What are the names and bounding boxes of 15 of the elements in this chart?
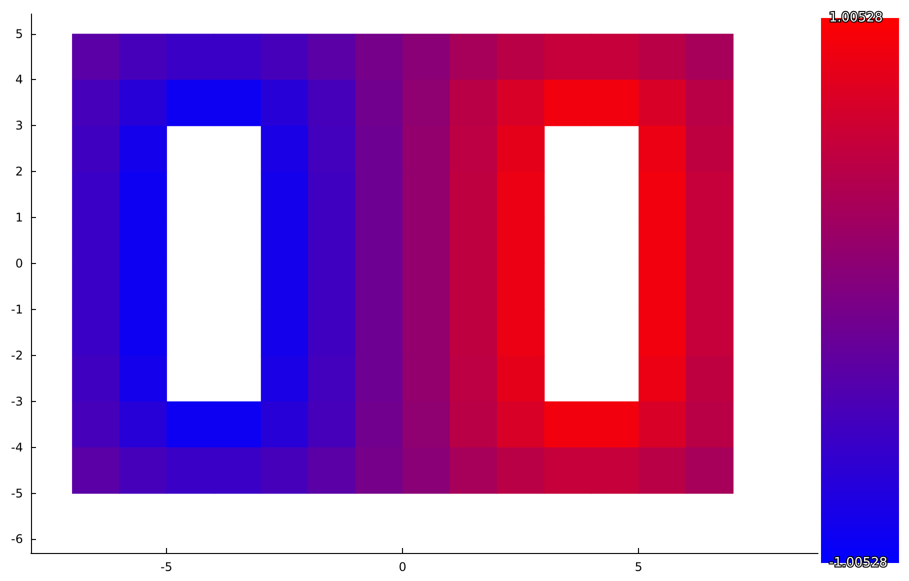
- y-tick-label: 0: [15, 256, 23, 271]
- y-tick-label: -4: [10, 440, 23, 454]
- x-tick-label: 5: [634, 560, 642, 574]
- y-tick-label: 5: [15, 26, 23, 41]
- y-tick-label: -6: [10, 532, 23, 546]
- y-tick-label: -5: [10, 486, 23, 500]
- y-tick-label: 1: [15, 210, 23, 225]
- y-tick-label: -3: [10, 394, 23, 408]
- y-tick-label: 4: [15, 72, 23, 87]
- x-tick-label: -5: [160, 560, 172, 574]
- x-tick-label: 0: [398, 560, 406, 574]
- y-tick-label: -1: [10, 302, 23, 316]
- y-tick-label: 3: [15, 118, 23, 133]
- y-tick-label: 2: [15, 164, 23, 179]
- y-tick-label: -2: [10, 348, 23, 362]
